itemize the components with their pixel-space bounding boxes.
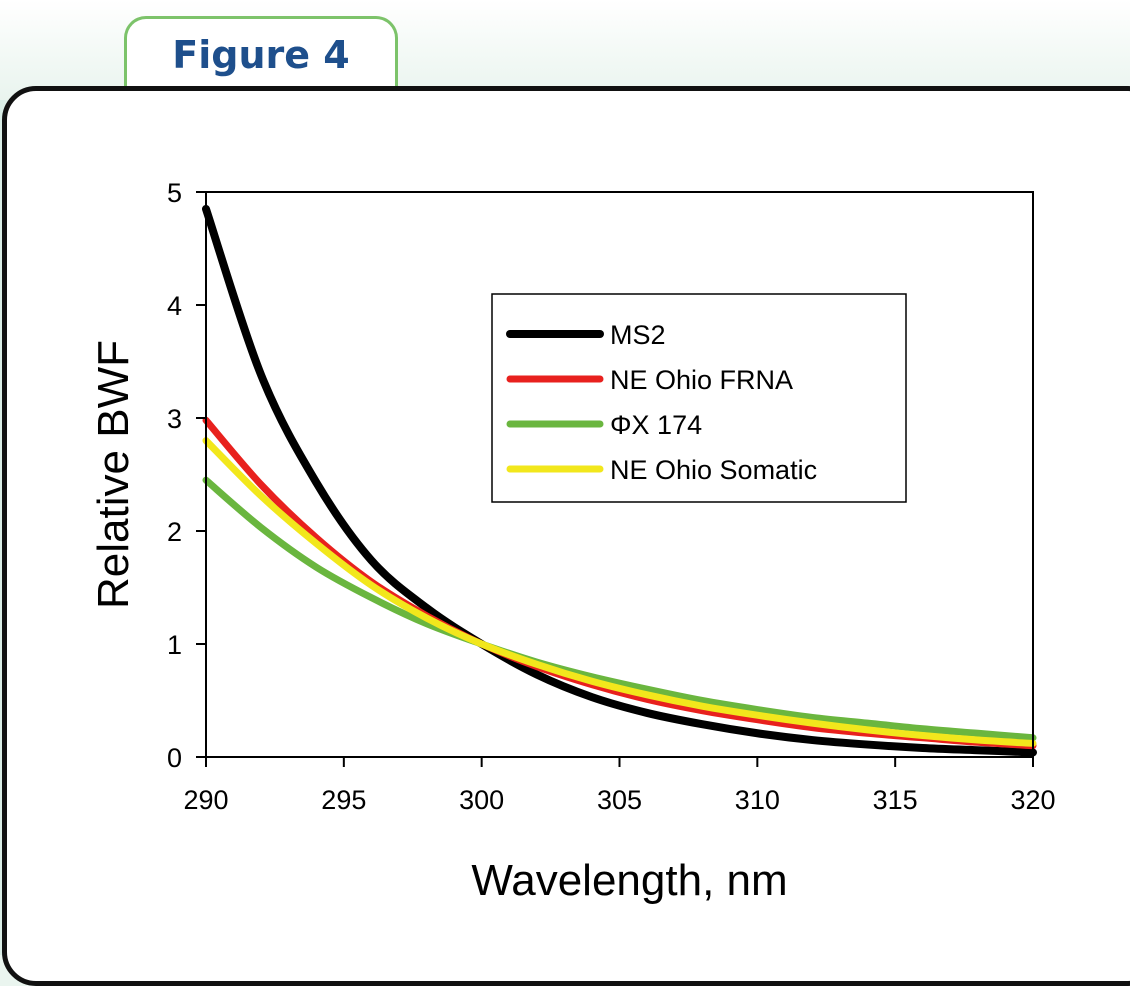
legend: MS2 NE Ohio FRNA ΦX 174 NE Ohio Somatic <box>491 293 907 503</box>
x-tick-label: 305 <box>597 785 642 815</box>
legend-label: MS2 <box>610 320 666 350</box>
series-line-x-174 <box>202 476 1037 742</box>
line-chart: 290 295 300 305 310 315 320 0 1 2 3 4 5 Wavelength, … <box>89 178 1056 905</box>
y-tick-label: 0 <box>167 743 182 773</box>
y-tick-label: 1 <box>167 630 182 660</box>
y-tick-label: 5 <box>167 178 182 208</box>
chart-panel <box>2 86 1130 986</box>
series-line-ne-ohio-somatic <box>202 437 1037 747</box>
x-tick-label: 320 <box>1010 785 1055 815</box>
y-tick-label: 3 <box>167 404 182 434</box>
legend-label: NE Ohio FRNA <box>610 365 793 395</box>
legend-label: ΦX 174 <box>610 410 702 440</box>
x-tick-label: 300 <box>459 785 504 815</box>
ticks-layer: 290 295 300 305 310 315 320 0 1 2 3 4 5 <box>167 178 1056 815</box>
y-tick-label: 2 <box>167 517 182 547</box>
y-axis-title: Relative BWF <box>89 340 138 609</box>
legend-label: NE Ohio Somatic <box>610 455 817 485</box>
x-axis-title: Wavelength, nm <box>471 856 787 905</box>
series-layer <box>202 204 1037 757</box>
series-line-ms2 <box>202 204 1037 757</box>
x-tick-label: 315 <box>873 785 918 815</box>
x-tick-label: 310 <box>735 785 780 815</box>
y-tick-label: 4 <box>167 291 182 321</box>
x-tick-label: 290 <box>183 785 228 815</box>
figure-tab-label: Figure 4 <box>172 33 350 77</box>
x-tick-label: 295 <box>321 785 366 815</box>
